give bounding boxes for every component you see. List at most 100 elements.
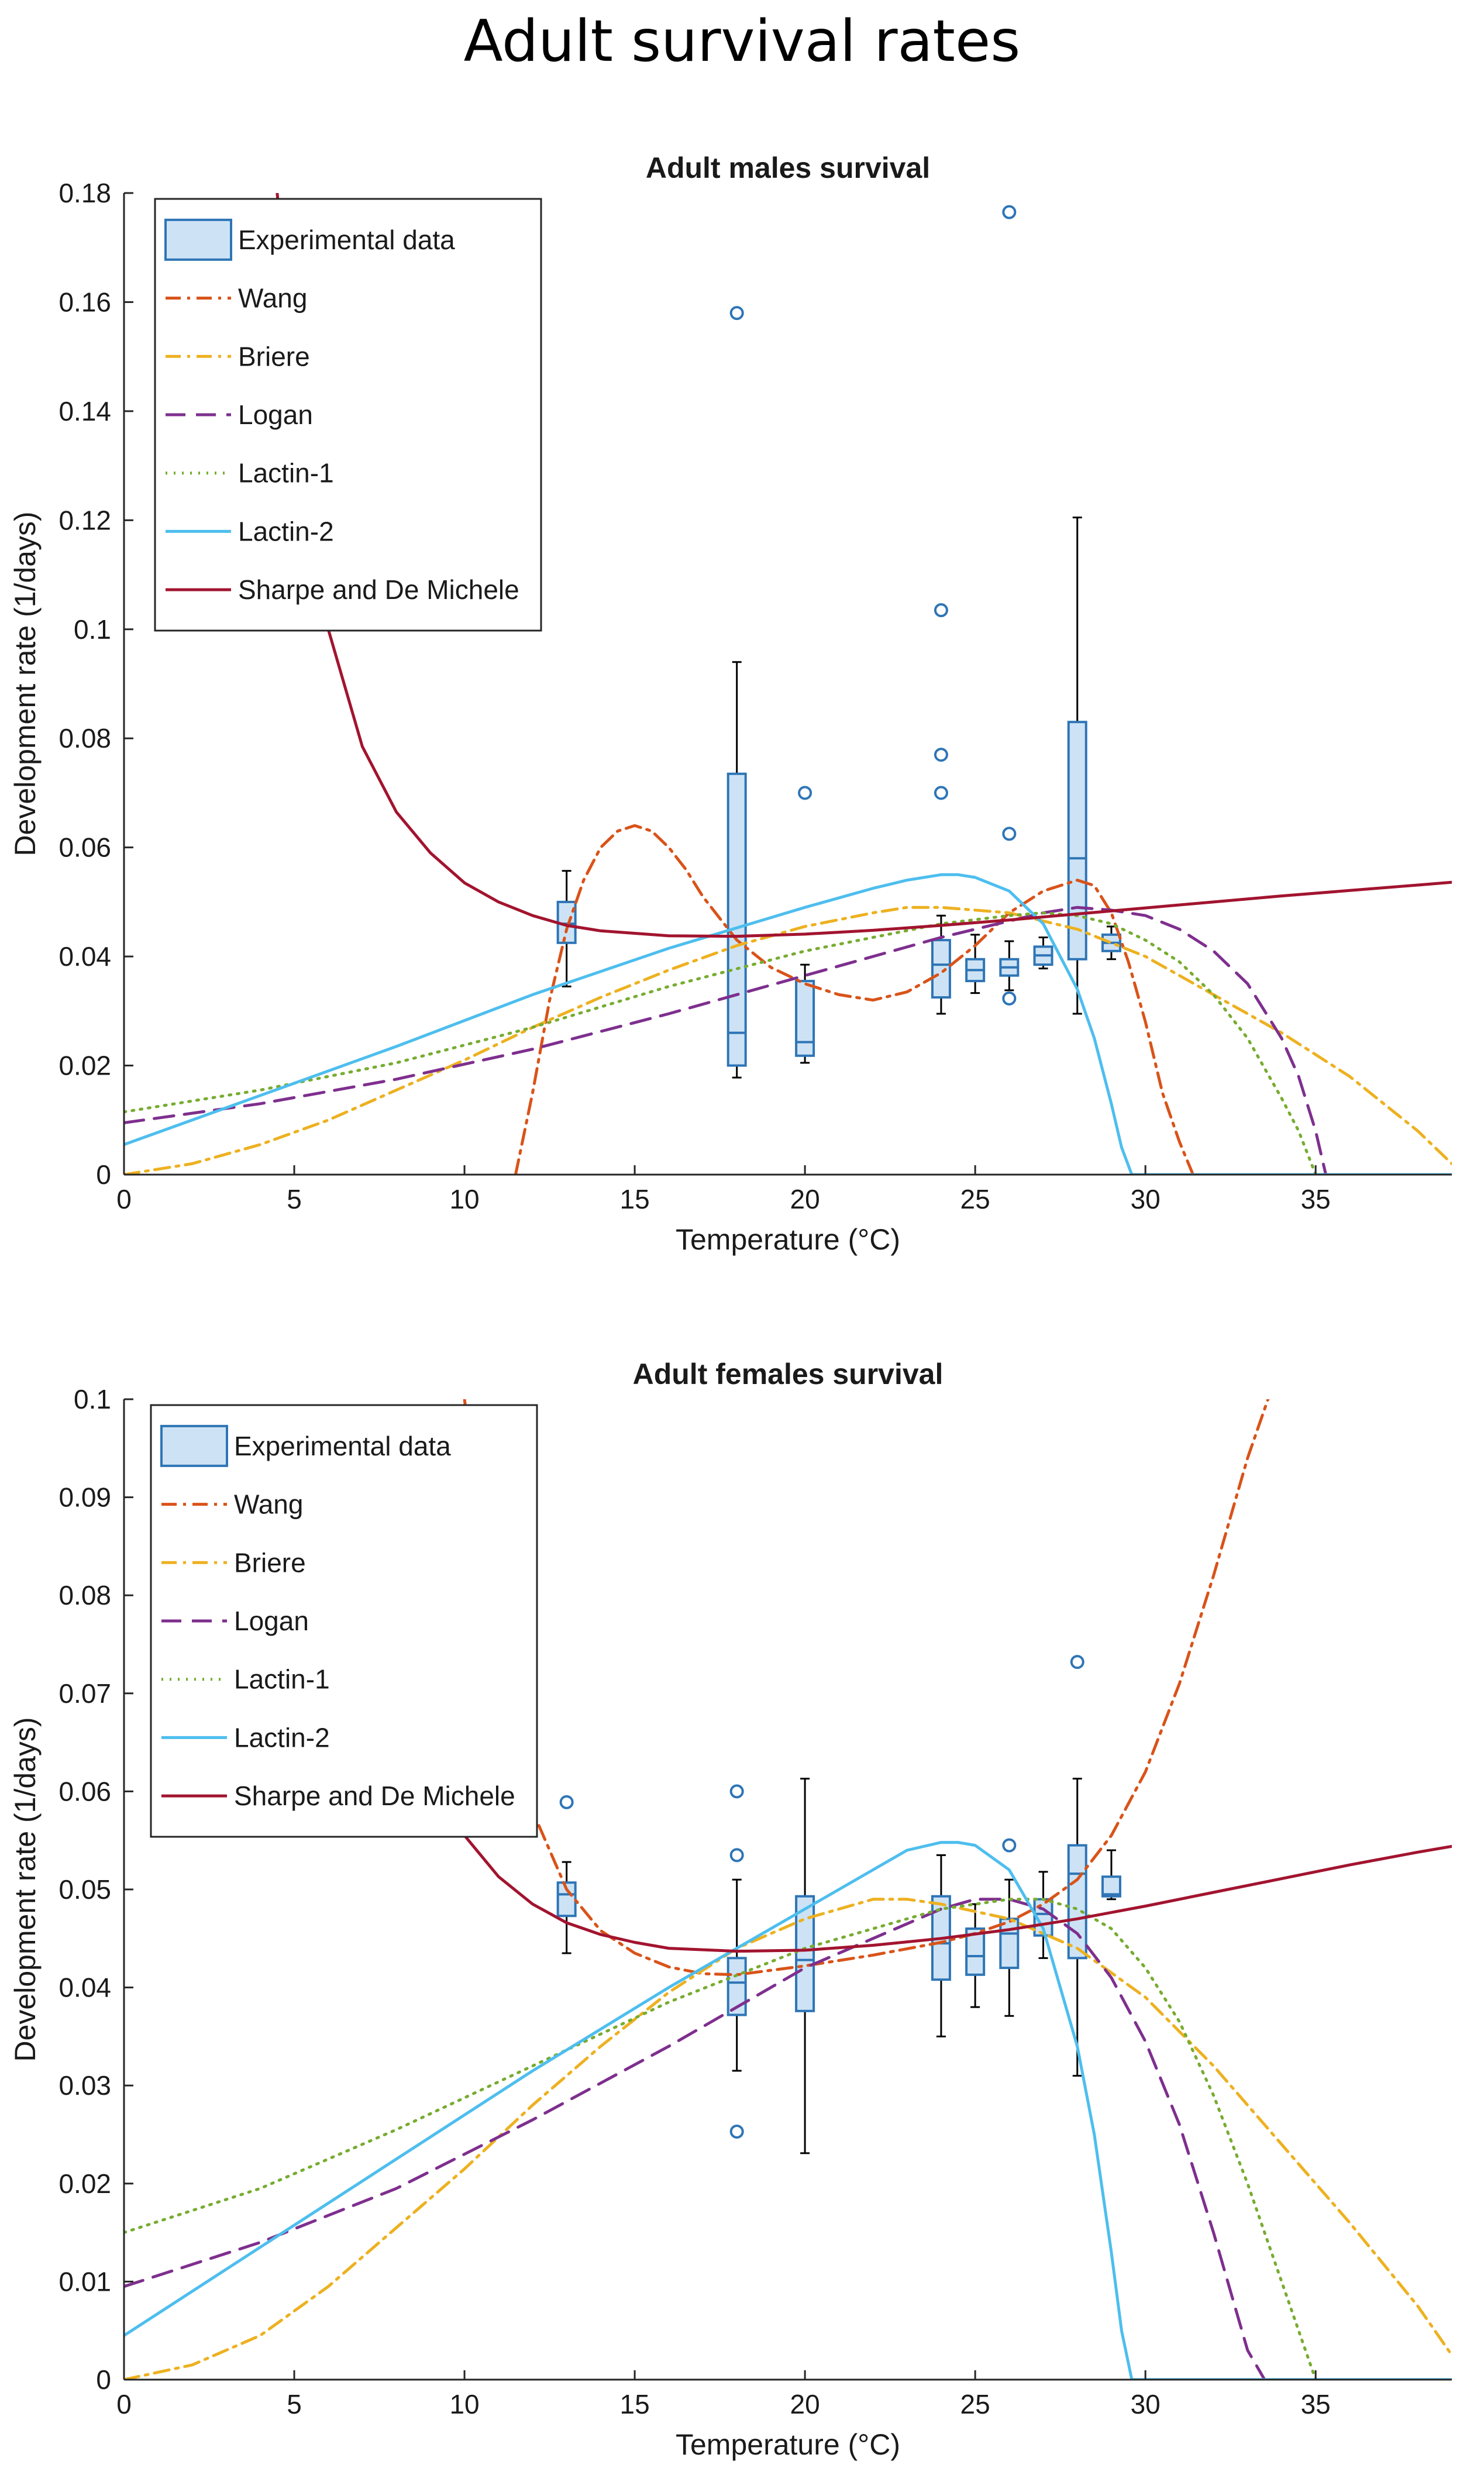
outlier-point <box>934 786 948 800</box>
outlier-point <box>729 2124 744 2139</box>
y-tick-label: 0.02 <box>58 1051 111 1081</box>
box-20 <box>795 1778 815 2154</box>
outlier-point <box>1002 205 1017 219</box>
x-tick-label: 25 <box>960 1184 990 1214</box>
legend-label: Experimental data <box>234 1431 451 1461</box>
box-28 <box>1067 1655 1087 2077</box>
outlier-point <box>1070 1655 1084 1669</box>
series-line-wang <box>514 824 1195 1175</box>
y-tick-label: 0.18 <box>58 178 111 208</box>
legend-label: Wang <box>234 1489 303 1520</box>
series-line-lactin-1 <box>124 1898 1452 2380</box>
box-body <box>999 1918 1020 1970</box>
legend-label: Lactin-1 <box>234 1664 330 1695</box>
x-axis-label: Temperature (°C) <box>676 1223 900 1256</box>
box-13 <box>556 1795 577 1954</box>
legend-box <box>154 198 542 632</box>
legend-label: Lactin-1 <box>238 458 334 488</box>
y-tick-label: 0 <box>96 2364 111 2395</box>
legend-swatch-experimental <box>160 1424 228 1467</box>
outlier-point <box>1002 1838 1017 1853</box>
legend-label: Briere <box>238 341 310 371</box>
outlier-point <box>559 1795 574 1809</box>
y-tick-label: 0.1 <box>74 614 111 645</box>
x-tick-label: 30 <box>1131 1184 1161 1214</box>
y-tick-label: 0.04 <box>58 941 111 972</box>
y-tick-label: 0.07 <box>58 1678 111 1709</box>
box-27 <box>1033 936 1053 970</box>
legend-label: Sharpe and De Michele <box>238 574 519 605</box>
x-tick-label: 15 <box>619 1184 649 1214</box>
box-18 <box>726 306 747 1079</box>
x-tick-label: 5 <box>287 2389 302 2419</box>
box-29 <box>1101 925 1121 961</box>
legend-label: Logan <box>238 400 313 430</box>
legend-label: Sharpe and De Michele <box>234 1781 515 1811</box>
outlier-point <box>798 786 812 800</box>
outlier-point <box>934 748 948 762</box>
series-line-wang <box>463 1399 1270 1977</box>
x-tick-label: 35 <box>1301 1184 1331 1214</box>
outlier-point <box>729 1848 744 1863</box>
series-line-logan <box>124 1898 1452 2380</box>
box-body <box>795 1895 815 2012</box>
y-tick-label: 0.1 <box>74 1384 111 1414</box>
y-axis-label: Development rate (1/days) <box>9 511 42 856</box>
outlier-point <box>729 1784 744 1799</box>
page-title: Adult survival rates <box>463 8 1021 75</box>
box-body <box>726 772 747 1067</box>
box-body <box>1101 1875 1121 1898</box>
outlier-point <box>1002 827 1017 841</box>
series-line-lactin-1 <box>124 911 1452 1175</box>
series-line-lactin-2 <box>124 873 1452 1175</box>
y-tick-label: 0.06 <box>58 1776 111 1806</box>
box-body <box>1067 721 1087 961</box>
box-body <box>795 980 815 1057</box>
legend-box <box>150 1404 538 1838</box>
y-tick-label: 0.09 <box>58 1482 111 1513</box>
box-25 <box>965 934 986 994</box>
y-axis-label: Development rate (1/days) <box>9 1717 42 2061</box>
legend-label: Experimental data <box>238 225 455 255</box>
y-tick-label: 0 <box>96 1159 111 1190</box>
x-tick-label: 25 <box>960 2389 990 2419</box>
box-28 <box>1067 517 1087 1015</box>
y-tick-label: 0.03 <box>58 2070 111 2101</box>
series-line-briere <box>124 906 1452 1175</box>
x-tick-label: 35 <box>1301 2389 1331 2419</box>
box-24 <box>931 603 951 1015</box>
series-line-sharpe-and-de-michele <box>276 193 1452 938</box>
box-29 <box>1101 1849 1121 1901</box>
y-tick-label: 0.16 <box>58 287 111 317</box>
chart-title: Adult females survival <box>633 1358 944 1390</box>
y-tick-label: 0.14 <box>58 396 111 426</box>
y-tick-label: 0.08 <box>58 723 111 753</box>
legend-label: Lactin-2 <box>238 516 334 546</box>
outlier-point <box>729 306 744 321</box>
series-line-lactin-2 <box>124 1841 1452 2380</box>
plot-content <box>124 1399 1452 2380</box>
y-tick-label: 0.12 <box>58 505 111 535</box>
legend-swatch-experimental <box>164 218 232 261</box>
y-tick-label: 0.04 <box>58 1972 111 2003</box>
box-26 <box>999 1838 1020 2017</box>
legend-label: Briere <box>234 1547 306 1578</box>
outlier-point <box>934 603 948 618</box>
x-axis-label: Temperature (°C) <box>676 2428 900 2461</box>
y-tick-label: 0.06 <box>58 832 111 863</box>
series-line-sharpe-and-de-michele <box>412 1726 1452 1953</box>
x-tick-label: 5 <box>287 1184 302 1214</box>
legend: Experimental data Wang Briere Logan Lactin-1… <box>154 198 542 632</box>
x-tick-label: 15 <box>619 2389 649 2419</box>
plot-content <box>124 193 1452 1175</box>
box-body <box>1067 1844 1087 1960</box>
x-tick-label: 20 <box>790 2389 820 2419</box>
x-tick-label: 0 <box>116 2389 132 2419</box>
x-tick-label: 30 <box>1131 2389 1161 2419</box>
y-tick-label: 0.08 <box>58 1580 111 1610</box>
legend-label: Logan <box>234 1606 309 1636</box>
outlier-point <box>1002 991 1017 1006</box>
box-26 <box>999 205 1020 1006</box>
legend: Experimental data Wang Briere Logan Lactin-1… <box>150 1404 538 1838</box>
